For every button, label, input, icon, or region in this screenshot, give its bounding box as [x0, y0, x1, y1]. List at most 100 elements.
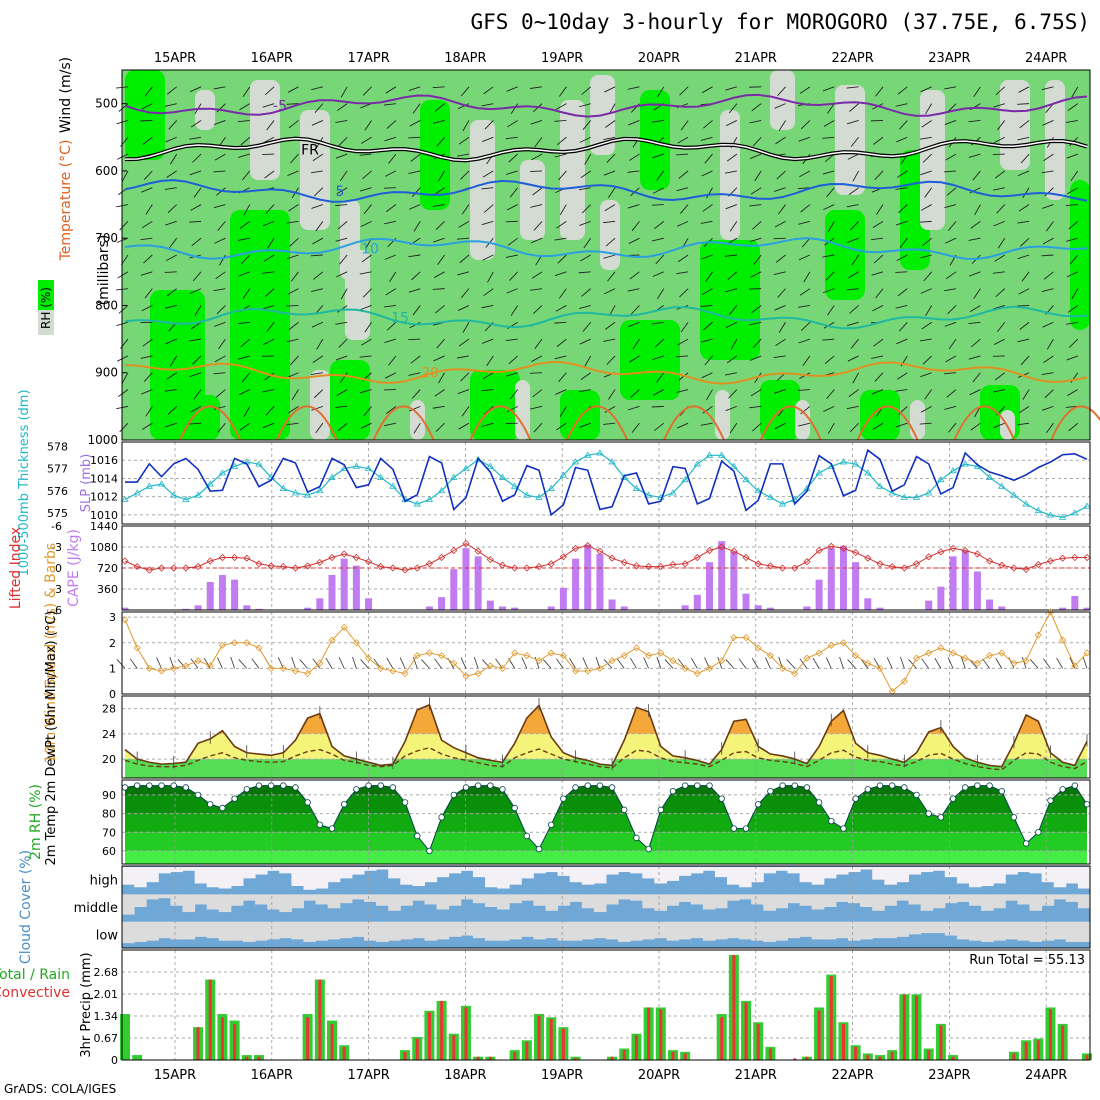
upper-wind-barb — [288, 204, 299, 212]
rh2m-marker — [633, 834, 640, 842]
upper-wind-barb — [461, 406, 470, 417]
upper-wind-barb — [481, 338, 494, 344]
surface-wind-barb — [595, 656, 601, 669]
upper-wind-barb — [534, 137, 543, 148]
surface-wind-barb — [177, 659, 187, 669]
upper-wind-barb — [752, 221, 762, 230]
thickness-marker — [437, 486, 446, 494]
upper-wind-barb — [606, 153, 616, 164]
li-marker — [194, 563, 202, 571]
cloud-clear-cell — [315, 921, 329, 941]
upper-wind-barb — [679, 204, 689, 214]
rh2m-marker — [316, 821, 324, 828]
upper-wind-barb — [993, 305, 1005, 310]
upper-wind-barb — [899, 237, 908, 249]
cloud-clear-cell — [1005, 867, 1018, 875]
cloud-clear-cell — [509, 921, 522, 940]
cloud-clear-cell — [267, 921, 280, 940]
cloud-clear-cell — [944, 867, 958, 878]
cloud-clear-cell — [170, 921, 183, 940]
thickness-marker — [182, 495, 190, 503]
bottom-date-label: 20APR — [638, 1068, 680, 1083]
upper-wind-barb — [287, 288, 299, 295]
upper-wind-barb — [631, 221, 640, 232]
upper-wind-barb — [750, 187, 762, 195]
upper-wind-barb — [507, 237, 518, 246]
upper-wind-barb — [286, 338, 299, 343]
rh2m-marker — [340, 801, 348, 808]
upper-wind-barb — [652, 389, 665, 396]
upper-wind-barb — [144, 86, 153, 97]
wind10m-marker — [754, 644, 762, 652]
cloud-clear-cell — [533, 867, 546, 874]
upper-wind-barb — [1017, 305, 1030, 307]
upper-wind-barb — [946, 187, 957, 196]
cloud-clear-cell — [848, 921, 861, 941]
upper-wind-barb — [1017, 338, 1030, 343]
precip-convective-bar — [610, 1056, 614, 1060]
thickness-marker — [364, 464, 373, 471]
rh2m-marker — [876, 782, 884, 789]
upper-wind-barb — [629, 153, 640, 161]
upper-wind-barb — [166, 288, 177, 297]
upper-wind-barb — [946, 389, 957, 398]
upper-wind-barb — [363, 204, 372, 215]
precip-convective-bar — [464, 1007, 468, 1060]
upper-wind-barb — [1071, 288, 1079, 300]
li-marker — [364, 558, 373, 566]
cloud-clear-cell — [654, 867, 667, 884]
li-marker — [973, 550, 981, 558]
li-line — [124, 542, 1087, 571]
precip-frame — [121, 949, 1091, 1061]
surface-wind-barb — [299, 659, 308, 669]
cloud-clear-cell — [956, 867, 970, 884]
upper-wind-barb — [703, 321, 713, 331]
upper-wind-barb — [849, 422, 859, 433]
rh-tick-label: 90 — [102, 789, 116, 802]
upper-wind-barb — [679, 86, 689, 96]
upper-wind-barb — [509, 271, 519, 281]
upper-wind-barb — [340, 86, 348, 98]
slp-line — [125, 448, 1088, 517]
upper-wind-barb — [460, 86, 470, 97]
rh2m-marker — [267, 782, 275, 789]
upper-wind-barb — [487, 271, 494, 283]
cloud-clear-cell — [727, 921, 740, 939]
upper-wind-barb — [896, 254, 908, 262]
cape-bar — [986, 599, 994, 610]
upper-wind-barb — [530, 86, 543, 89]
wind10m-marker — [705, 664, 714, 672]
thickness-marker — [559, 471, 568, 478]
upper-wind-barb — [873, 254, 884, 264]
rh-tick-label: 80 — [102, 808, 116, 821]
upper-wind-barb — [749, 153, 762, 160]
upper-wind-barb — [628, 120, 640, 126]
temp2m-axis-label: 2m Temp 2m DewPt (6hr Min/Max) (°C) — [44, 611, 59, 866]
precip-convective-bar — [537, 1015, 541, 1060]
upper-wind-barb — [142, 136, 153, 145]
upper-wind-barb — [994, 372, 1006, 381]
precip-convective-bar — [220, 1017, 224, 1060]
upper-wind-barb — [701, 86, 713, 94]
isotherm-label: -5 — [273, 99, 287, 115]
cape-bar — [681, 605, 689, 610]
cloud-clear-cell — [448, 867, 462, 874]
bottom-date-label: 19APR — [541, 1068, 583, 1083]
upper-wind-barb — [700, 305, 713, 307]
upper-wind-barb — [895, 422, 908, 428]
upper-wind-barb — [360, 422, 372, 429]
upper-wind-barb — [311, 288, 323, 292]
wind10m-marker — [194, 657, 202, 665]
upper-wind-barb — [969, 389, 981, 396]
upper-wind-barb — [1017, 220, 1030, 224]
precip-convective-bar — [513, 1051, 517, 1060]
upper-wind-barb — [703, 120, 713, 129]
wind10m-marker — [912, 654, 921, 662]
upper-wind-barb — [121, 372, 129, 384]
cape-bar — [231, 579, 239, 610]
upper-wind-barb — [627, 204, 640, 209]
wind10m-marker — [681, 664, 689, 672]
upper-wind-barb — [583, 237, 592, 249]
upper-wind-barb — [677, 136, 689, 144]
